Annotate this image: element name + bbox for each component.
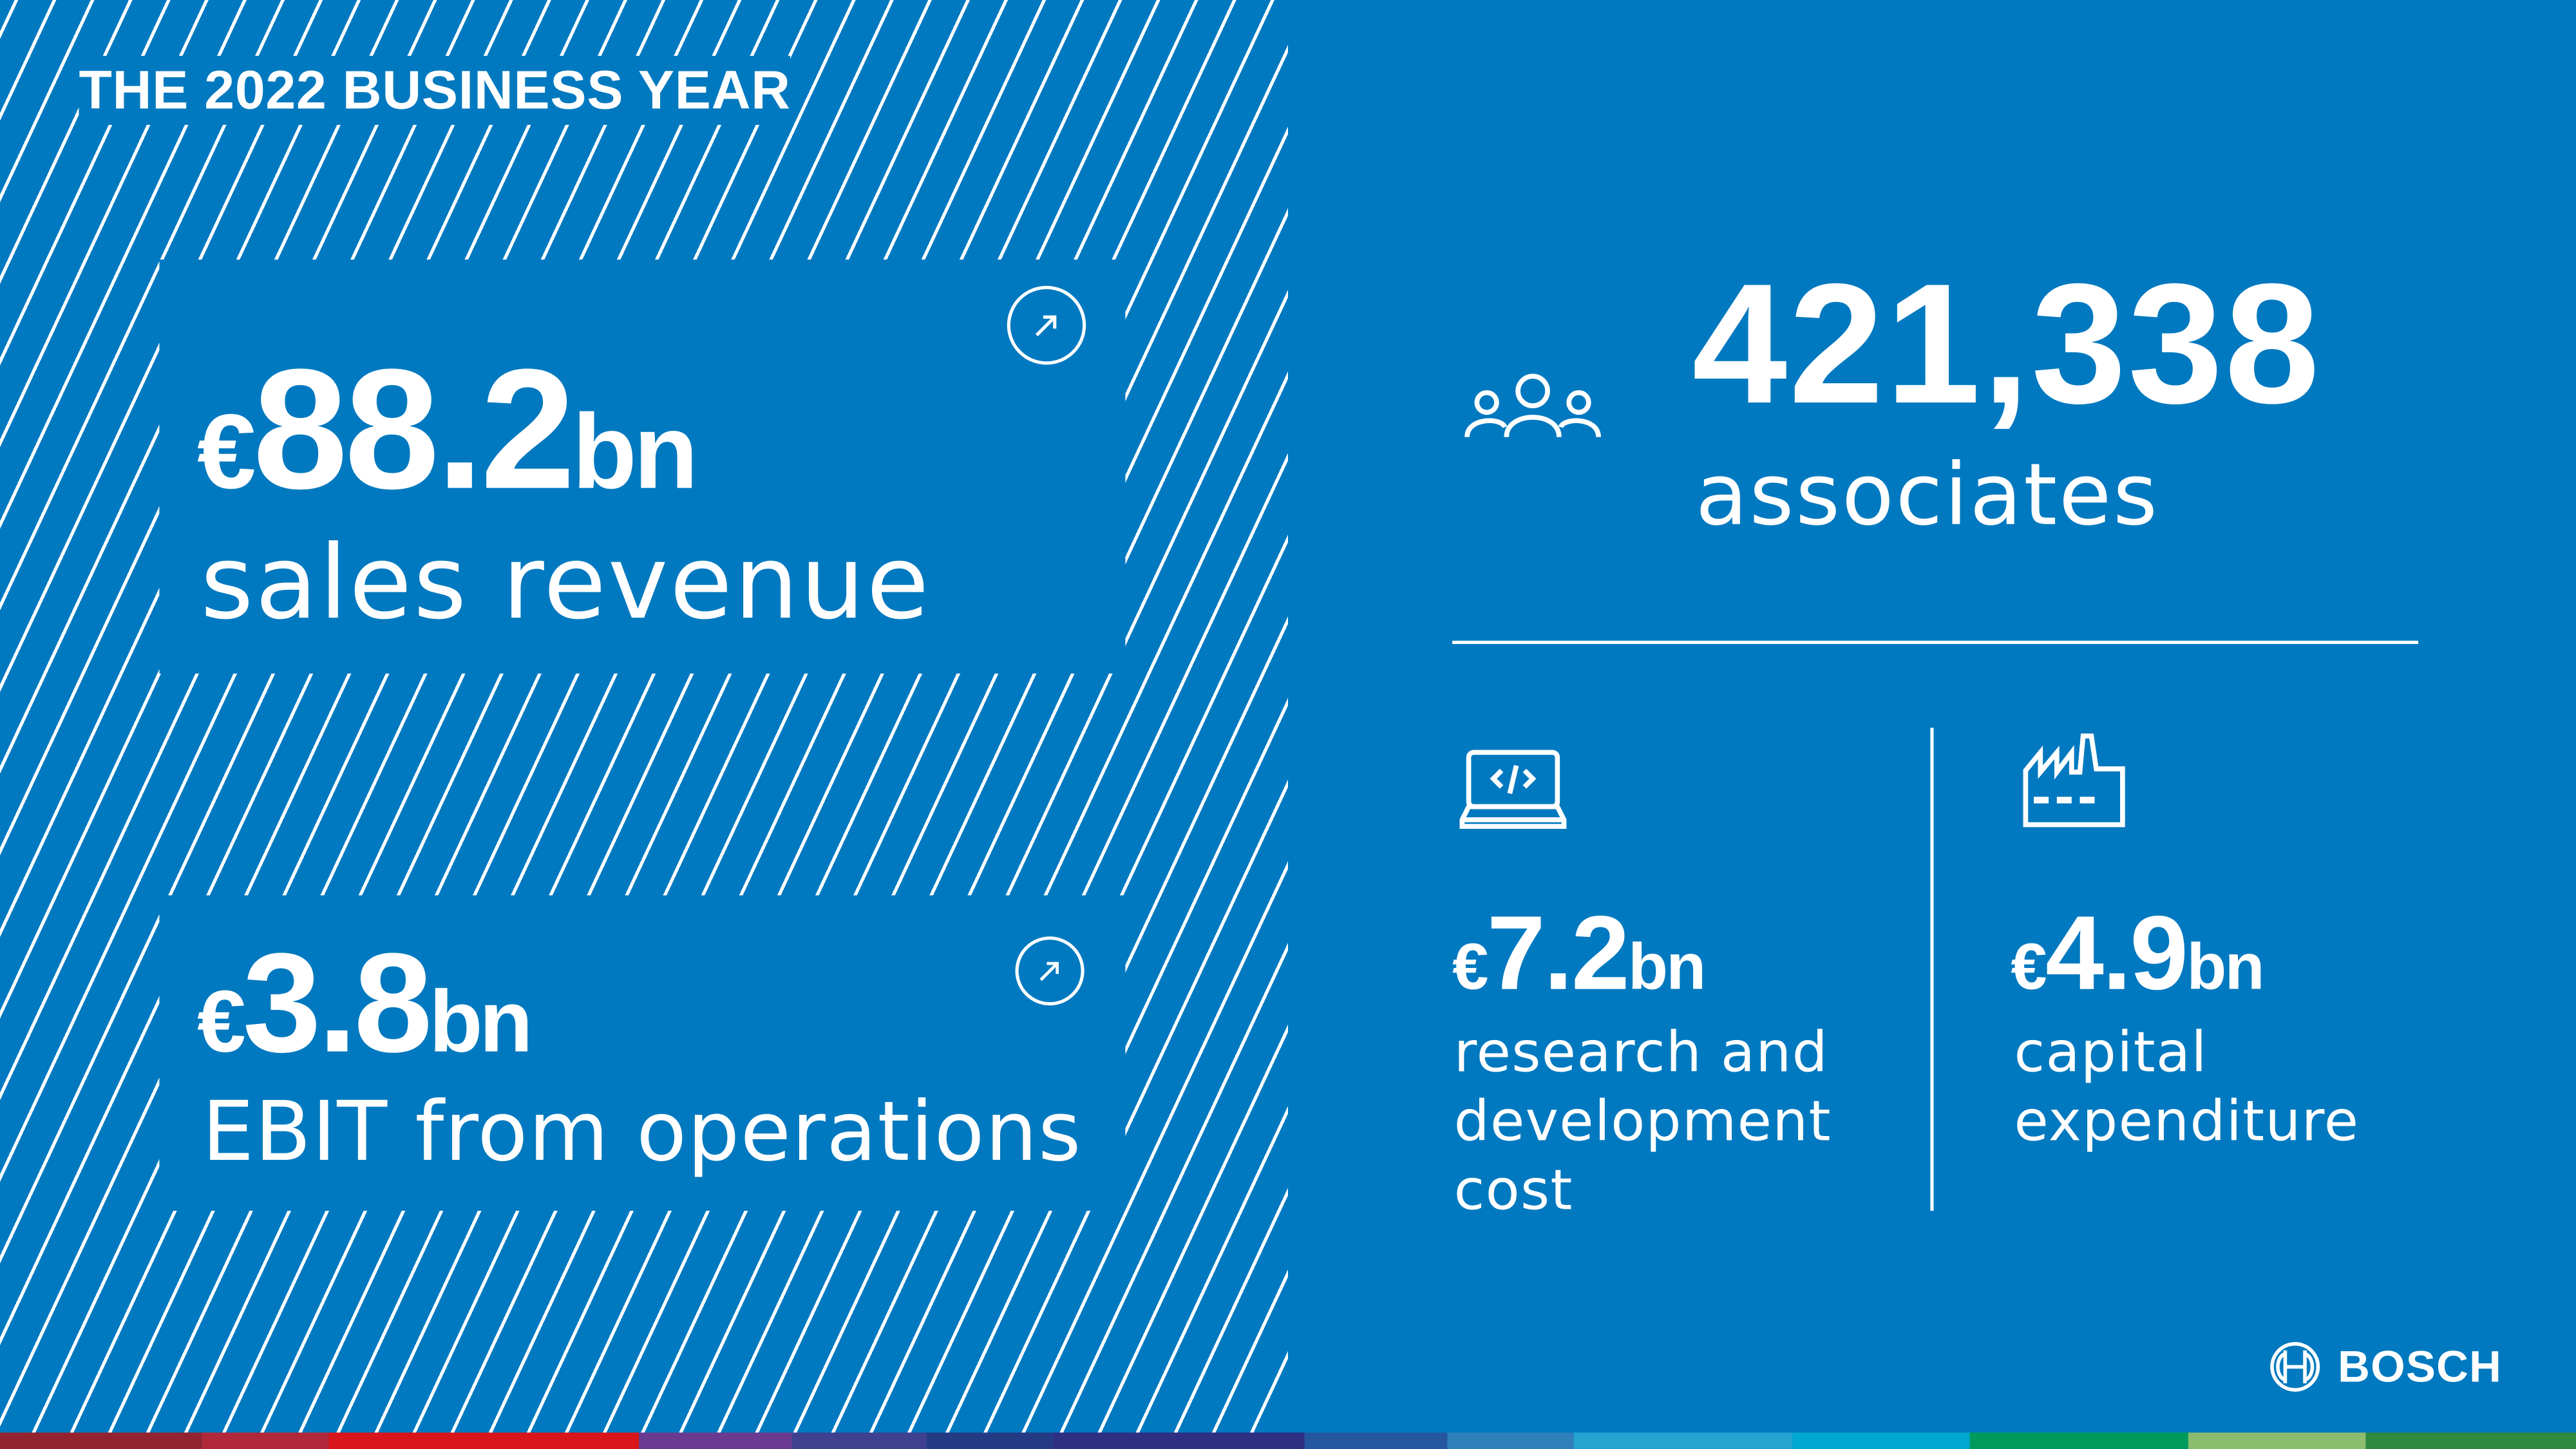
factory-icon [2023, 734, 2125, 828]
ebit-value: €3.8bn [197, 925, 533, 1083]
sales-label: sales revenue [200, 522, 931, 643]
hatch-pattern [0, 0, 1288, 1433]
stripe-segment [1448, 1432, 1575, 1449]
people-icon [1464, 374, 1601, 438]
stripe-segment [791, 1432, 926, 1449]
divider [1930, 728, 1934, 1211]
stripe-segment [925, 1432, 1052, 1449]
sales-value: €88.2bn [197, 335, 698, 526]
brand-name: BOSCH [2338, 1341, 2503, 1391]
page-title: THE 2022 BUSINESS YEAR [79, 55, 791, 125]
stripe-segment [639, 1432, 791, 1449]
associates-label: associates [1695, 446, 2159, 545]
arrow-up-right-icon[interactable] [1015, 936, 1084, 1006]
stripe-segment [2365, 1432, 2576, 1449]
sales-card [159, 260, 1126, 674]
ebit-label: EBIT from operations [202, 1084, 1082, 1180]
stripe-segment [1305, 1432, 1448, 1449]
divider [1452, 640, 2419, 644]
ebit-card [159, 895, 1126, 1211]
stripe-segment [2188, 1432, 2366, 1449]
color-stripe [0, 1432, 2576, 1449]
bosch-logo: BOSCH [2269, 1341, 2502, 1394]
stripe-segment [1793, 1432, 1970, 1449]
stripe-segment [1574, 1432, 1794, 1449]
stripe-segment [1969, 1432, 2189, 1449]
stripe-segment [1052, 1432, 1305, 1449]
stripe-segment [0, 1432, 202, 1449]
rnd-value: €7.2bn [1452, 893, 1706, 1012]
laptop-code-icon [1459, 750, 1567, 829]
capex-label: capital expenditure [2014, 1020, 2360, 1155]
rnd-label: research and development cost [1454, 1020, 1832, 1224]
stripe-segment [202, 1432, 328, 1449]
stripe-segment [328, 1432, 640, 1449]
capex-value: €4.9bn [2011, 893, 2264, 1012]
associates-value: 421,338 [1692, 249, 2322, 440]
arrow-up-right-icon[interactable] [1007, 285, 1086, 365]
bosch-armature-icon [2270, 1341, 2320, 1392]
